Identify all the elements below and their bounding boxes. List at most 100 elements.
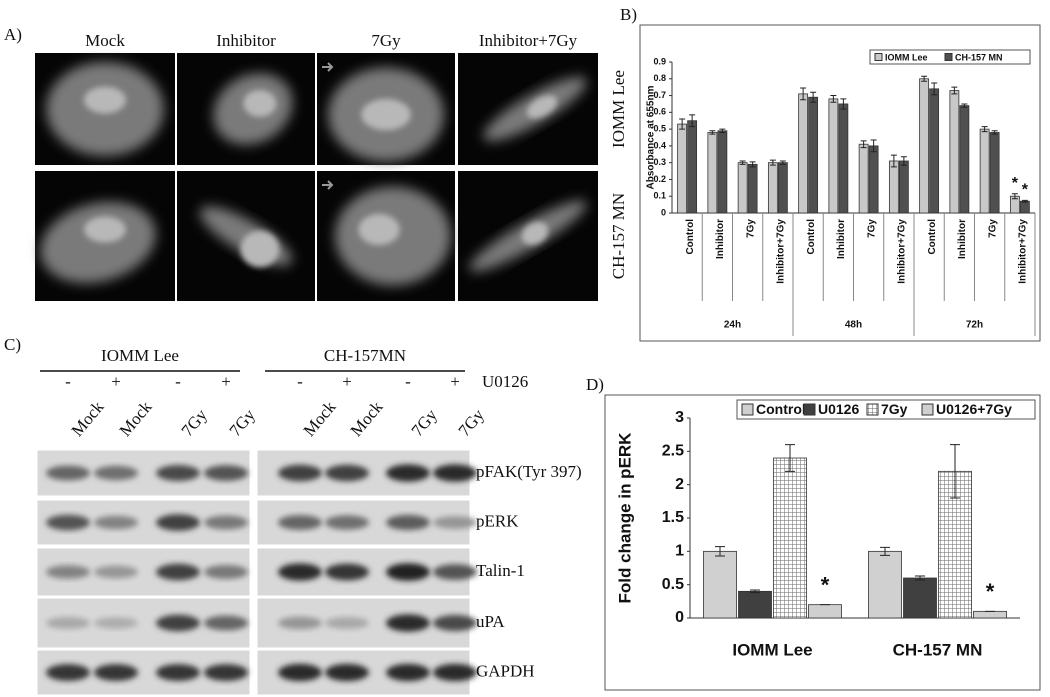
error-bar (880, 546, 890, 556)
lane-label: Mock (347, 397, 387, 440)
band (278, 616, 322, 630)
error-bar (769, 159, 776, 166)
bar (929, 88, 940, 214)
column-header: 7Gy (371, 31, 401, 50)
legend-label: U0126+7Gy (936, 401, 1012, 417)
band (278, 515, 322, 530)
error-bar (950, 444, 960, 499)
x-tick-label: CH-157 MN (893, 640, 983, 659)
arrow (322, 180, 334, 190)
cell (84, 86, 126, 114)
bar (677, 123, 688, 214)
x-tick-label: IOMM Lee (732, 640, 812, 659)
legend-label: U0126 (818, 401, 859, 417)
row-label: IOMM Lee (609, 70, 628, 148)
bar (777, 162, 788, 214)
bar (903, 577, 937, 619)
error-bar (991, 130, 998, 135)
x-tick-label: Inhibitor (715, 219, 726, 259)
bar (773, 457, 807, 619)
band (325, 515, 369, 530)
band (46, 664, 90, 681)
lane-label: Mock (300, 397, 340, 440)
bar (979, 128, 990, 214)
group-label: 24h (724, 320, 741, 331)
bar (687, 120, 698, 214)
x-tick-label: Control (685, 219, 696, 255)
y-tick-label: 0.1 (653, 191, 666, 201)
micrographs (35, 53, 598, 301)
group-label: 48h (845, 320, 862, 331)
error-bar (750, 589, 760, 594)
bar (868, 145, 879, 214)
error-bar (1021, 199, 1028, 203)
y-tick-label: 0.5 (662, 576, 684, 593)
bar (919, 78, 930, 214)
band (325, 563, 369, 581)
error-bar (715, 546, 725, 557)
group-label: IOMM Lee (101, 346, 179, 365)
band (204, 565, 248, 579)
error-bar (739, 160, 746, 165)
x-tick-label: Inhibitor (836, 219, 847, 259)
band (46, 565, 90, 579)
bar (738, 590, 772, 619)
error-bar (830, 95, 837, 103)
lane-label: 7Gy (408, 405, 442, 440)
lane-label: 7Gy (226, 405, 260, 440)
y-tick-label: 2.5 (662, 443, 684, 460)
y-tick-label: 0.3 (653, 157, 666, 167)
band (278, 464, 322, 482)
band (94, 515, 138, 530)
band (156, 664, 200, 681)
bar (808, 604, 842, 619)
legend-label: IOMM Lee (885, 52, 928, 62)
band (204, 515, 248, 530)
band (325, 464, 369, 482)
error-bar (1011, 193, 1018, 200)
band (94, 617, 138, 629)
bar (828, 98, 839, 214)
band (433, 464, 477, 482)
band (386, 514, 430, 531)
bar (959, 105, 970, 214)
bar (868, 550, 902, 619)
panel-label: A) (4, 25, 22, 44)
bar (973, 610, 1007, 619)
protein-label: pERK (476, 511, 519, 530)
y-tick-label: 1.5 (662, 509, 684, 526)
band (386, 464, 430, 482)
x-tick-label: Inhibitor+7Gy (776, 219, 787, 284)
band (386, 614, 430, 632)
lane-label: 7Gy (455, 405, 489, 440)
significance-marker: * (1012, 175, 1019, 192)
y-tick-label: 0.9 (653, 56, 666, 66)
legend-label: Control (756, 401, 806, 417)
error-bar (931, 82, 938, 96)
error-bar (719, 128, 726, 133)
legend-swatch (874, 53, 883, 61)
protein-label: Talin-1 (476, 561, 525, 580)
error-bar (840, 98, 847, 110)
cell (240, 230, 280, 268)
panel-label: C) (4, 335, 21, 354)
bar (1019, 200, 1030, 214)
treatment-sign: + (111, 372, 121, 391)
band (156, 563, 200, 581)
group-label: 72h (966, 320, 983, 331)
error-bar (689, 114, 696, 128)
bar (747, 163, 758, 214)
y-tick-label: 0.2 (653, 174, 666, 184)
y-tick-label: 0 (661, 207, 666, 217)
bar (808, 96, 819, 214)
band (433, 663, 477, 682)
band (433, 516, 477, 529)
error-bar (785, 444, 795, 472)
error-bar (900, 156, 907, 166)
bar (798, 93, 809, 214)
band (94, 465, 138, 481)
y-tick-label: 0.5 (653, 123, 666, 133)
error-bar (679, 118, 686, 130)
band (204, 615, 248, 631)
y-tick-label: 0.7 (653, 90, 666, 100)
